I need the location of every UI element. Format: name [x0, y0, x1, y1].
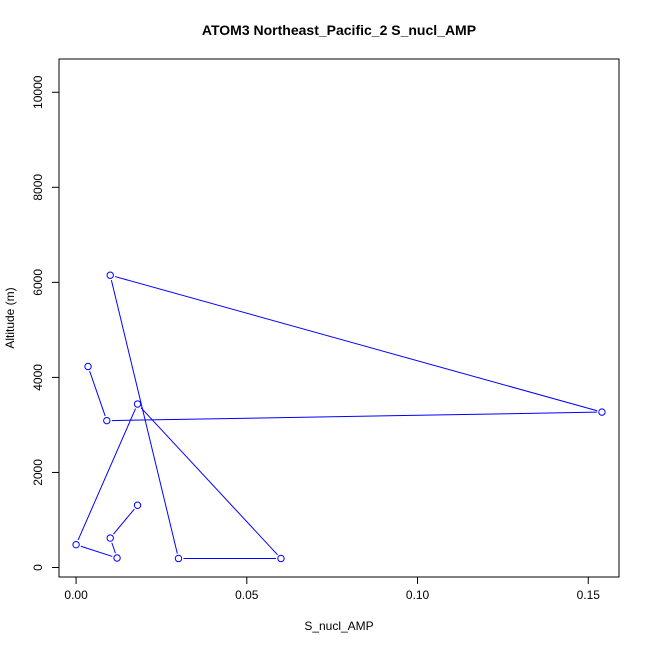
series-segment: [110, 279, 178, 554]
x-tick-label: 0.10: [406, 588, 430, 602]
x-axis: 0.00 0.05 0.10 0.15: [64, 577, 600, 602]
x-axis-label: S_nucl_AMP: [304, 619, 373, 633]
y-tick-label: 0: [31, 564, 45, 571]
chart-title: ATOM3 Northeast_Pacific_2 S_nucl_AMP: [202, 22, 476, 38]
data-point: [277, 554, 285, 563]
series-segment: [77, 408, 136, 541]
data-point: [106, 534, 114, 542]
series-segment: [111, 411, 597, 422]
data-point: [106, 271, 114, 279]
data-point: [174, 554, 183, 563]
x-tick-label: 0.00: [64, 588, 88, 602]
series-lines: [77, 276, 598, 559]
series-points: [72, 271, 606, 563]
series-segment: [114, 276, 598, 412]
data-point: [133, 501, 142, 509]
x-tick-label: 0.05: [235, 588, 259, 602]
y-tick-label: 10000: [31, 75, 45, 109]
data-point: [133, 400, 142, 408]
data-point: [103, 416, 111, 425]
y-tick-label: 4000: [31, 364, 45, 391]
y-axis: 0 2000 4000 6000 8000 10000: [31, 75, 59, 571]
y-tick-label: 8000: [31, 174, 45, 201]
series-segment: [113, 508, 135, 535]
data-point: [84, 362, 92, 371]
y-tick-label: 2000: [31, 459, 45, 486]
series-segment: [111, 542, 116, 554]
data-point: [598, 408, 606, 416]
series-segment: [80, 545, 113, 557]
data-point: [72, 540, 80, 549]
y-axis-label: Altitude (m): [3, 287, 17, 348]
series-segment: [89, 371, 106, 417]
series-segment: [140, 407, 278, 556]
x-tick-label: 0.15: [577, 588, 601, 602]
data-point: [113, 554, 121, 562]
plot-frame: [58, 58, 620, 578]
y-tick-label: 6000: [31, 269, 45, 296]
